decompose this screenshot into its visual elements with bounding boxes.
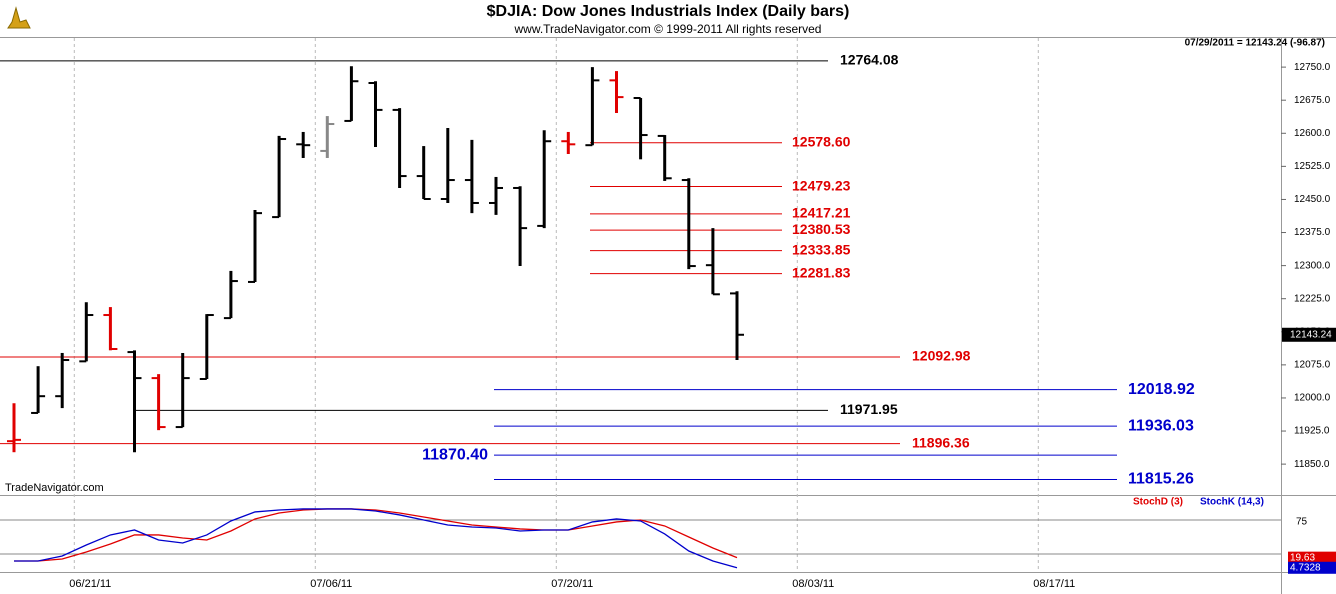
level-label: 12764.08 (840, 52, 899, 68)
level-label: 11936.03 (1128, 417, 1194, 434)
y-tick-label: 12600.0 (1294, 128, 1331, 139)
x-tick-label: 06/21/11 (69, 578, 111, 590)
level-label: 12281.83 (792, 264, 851, 280)
level-label: 11971.95 (840, 401, 898, 417)
last-value-box (1288, 561, 1336, 574)
x-tick-label: 07/06/11 (310, 578, 352, 590)
x-tick-label: 08/17/11 (1033, 578, 1075, 590)
level-label: 12380.53 (792, 221, 851, 237)
level-label: 12333.85 (792, 241, 851, 257)
x-tick-label: 08/03/11 (792, 578, 834, 590)
level-label: 12479.23 (792, 177, 851, 193)
watermark: TradeNavigator.com (5, 482, 104, 494)
y-tick-label: 12375.0 (1294, 227, 1331, 238)
level-label: 11815.26 (1128, 471, 1194, 488)
last-value-label: 19.63 (1290, 552, 1315, 563)
y-tick-label: 75 (1296, 517, 1308, 528)
y-tick-label: 12300.0 (1294, 260, 1331, 271)
level-label: 12092.98 (912, 348, 971, 364)
legend-entry: StochD (3) (1133, 497, 1183, 508)
last-value-label: 4.7328 (1290, 562, 1321, 573)
quote-info: 07/29/2011 = 12143.24 (-96.87) (1185, 38, 1325, 49)
stoch-line (14, 508, 738, 562)
x-tick-label: 07/20/11 (551, 578, 593, 590)
y-tick-label: 12450.0 (1294, 194, 1331, 205)
level-label: 11896.36 (912, 434, 970, 450)
stoch-line (14, 508, 738, 569)
last-price-box (1282, 327, 1336, 342)
logo (7, 6, 31, 29)
last-price-label: 12143.24 (1290, 329, 1332, 340)
legend-entry: StochK (14,3) (1200, 497, 1264, 508)
y-tick-label: 12525.0 (1294, 161, 1331, 172)
y-tick-label: 11850.0 (1294, 459, 1330, 470)
chart-title: $DJIA: Dow Jones Industrials Index (Dail… (487, 3, 850, 20)
level-label: 12417.21 (792, 205, 851, 221)
level-label: 11870.40 (422, 446, 488, 463)
level-label: 12018.92 (1128, 381, 1195, 398)
y-tick-label: 12675.0 (1294, 95, 1331, 106)
y-tick-label: 11925.0 (1294, 426, 1330, 437)
level-label: 12578.60 (792, 133, 851, 149)
last-value-box (1288, 551, 1336, 564)
y-tick-label: 12075.0 (1294, 360, 1331, 371)
y-tick-label: 12225.0 (1294, 293, 1331, 304)
y-tick-label: 12750.0 (1294, 62, 1331, 73)
chart-subtitle: www.TradeNavigator.com © 1999-2011 All r… (514, 22, 822, 36)
y-tick-label: 12000.0 (1294, 393, 1331, 404)
